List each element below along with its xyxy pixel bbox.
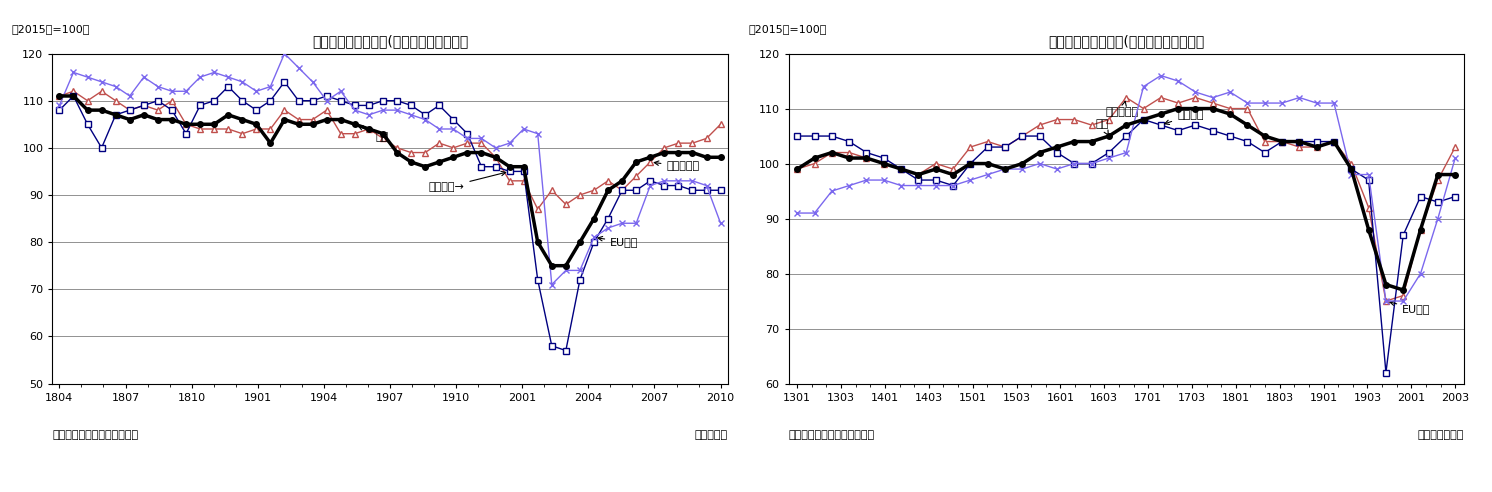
Text: （資料）財務省「貿易統計」: （資料）財務省「貿易統計」 <box>52 430 139 440</box>
Text: 米国向け: 米国向け <box>1165 110 1204 124</box>
Text: （2015年=100）: （2015年=100） <box>12 24 90 34</box>
Title: 地域別輸出数量指数(季節調整値）の推移: 地域別輸出数量指数(季節調整値）の推移 <box>1047 34 1204 48</box>
Text: アジア向け: アジア向け <box>653 161 700 172</box>
Text: 全体: 全体 <box>1095 119 1109 135</box>
Text: （資料）財務省「貿易統計」: （資料）財務省「貿易統計」 <box>789 430 874 440</box>
Text: 米国向け→: 米国向け→ <box>428 171 506 192</box>
Text: （2015年=100）: （2015年=100） <box>747 24 827 34</box>
Text: EU向け: EU向け <box>598 237 639 247</box>
Text: アジア向け: アジア向け <box>1106 101 1138 117</box>
Text: EU向け: EU向け <box>1391 301 1431 314</box>
Text: 全体: 全体 <box>358 126 388 142</box>
Title: 地域別輸出数量指数(季節調整値）の推移: 地域別輸出数量指数(季節調整値）の推移 <box>312 34 468 48</box>
Text: （年・月）: （年・月） <box>694 430 728 440</box>
Text: （年・四半期）: （年・四半期） <box>1417 430 1464 440</box>
